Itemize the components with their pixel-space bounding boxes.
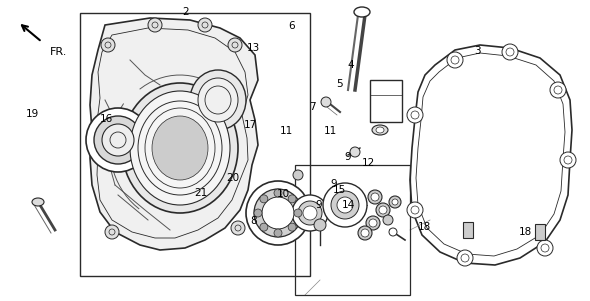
Ellipse shape — [102, 124, 134, 156]
Ellipse shape — [376, 127, 384, 133]
Ellipse shape — [260, 223, 268, 231]
Ellipse shape — [190, 70, 246, 130]
Text: 9: 9 — [315, 200, 322, 210]
Ellipse shape — [122, 83, 238, 213]
Ellipse shape — [198, 78, 238, 122]
Bar — [295, 165, 410, 295]
Ellipse shape — [303, 206, 317, 220]
Ellipse shape — [262, 197, 294, 229]
Ellipse shape — [550, 82, 566, 98]
Text: 18: 18 — [418, 222, 431, 232]
Ellipse shape — [130, 91, 230, 205]
Ellipse shape — [288, 223, 296, 231]
Ellipse shape — [376, 203, 390, 217]
Polygon shape — [90, 18, 258, 250]
Ellipse shape — [502, 44, 518, 60]
Ellipse shape — [228, 38, 242, 52]
Ellipse shape — [101, 38, 115, 52]
Text: 9: 9 — [330, 178, 337, 189]
Ellipse shape — [368, 190, 382, 204]
Ellipse shape — [361, 229, 369, 237]
Text: 13: 13 — [247, 43, 260, 53]
Ellipse shape — [354, 7, 370, 17]
Ellipse shape — [86, 108, 150, 172]
Ellipse shape — [389, 228, 397, 236]
Ellipse shape — [372, 125, 388, 135]
Ellipse shape — [369, 219, 377, 227]
Bar — [370, 80, 402, 122]
Ellipse shape — [358, 226, 372, 240]
Ellipse shape — [537, 240, 553, 256]
Text: 8: 8 — [250, 216, 257, 226]
Ellipse shape — [294, 209, 302, 217]
Text: 10: 10 — [277, 189, 290, 199]
Ellipse shape — [457, 250, 473, 266]
Text: 3: 3 — [474, 46, 481, 56]
Ellipse shape — [366, 216, 380, 230]
Ellipse shape — [407, 107, 423, 123]
Ellipse shape — [407, 202, 423, 218]
Bar — [463, 222, 473, 238]
Ellipse shape — [298, 201, 322, 225]
Ellipse shape — [198, 18, 212, 32]
Text: 18: 18 — [519, 227, 532, 237]
Text: 9: 9 — [345, 151, 352, 162]
Ellipse shape — [260, 195, 268, 203]
Bar — [535, 224, 545, 240]
Ellipse shape — [447, 52, 463, 68]
Ellipse shape — [274, 229, 282, 237]
Polygon shape — [410, 45, 572, 265]
Ellipse shape — [148, 18, 162, 32]
Text: 11: 11 — [324, 126, 337, 136]
Ellipse shape — [560, 152, 576, 168]
Text: 14: 14 — [342, 200, 355, 210]
Ellipse shape — [331, 191, 359, 219]
Text: 16: 16 — [100, 114, 113, 124]
Text: 4: 4 — [348, 60, 355, 70]
Ellipse shape — [392, 199, 398, 205]
Text: 19: 19 — [26, 109, 39, 119]
Text: 2: 2 — [182, 7, 189, 17]
Ellipse shape — [274, 189, 282, 197]
Text: 21: 21 — [194, 188, 207, 198]
Text: 17: 17 — [244, 120, 257, 130]
Ellipse shape — [389, 196, 401, 208]
Ellipse shape — [337, 197, 353, 213]
Ellipse shape — [94, 116, 142, 164]
Text: FR.: FR. — [50, 47, 67, 57]
Ellipse shape — [314, 219, 326, 231]
Ellipse shape — [254, 189, 302, 237]
Ellipse shape — [350, 147, 360, 157]
Bar — [80, 13, 310, 276]
Ellipse shape — [254, 209, 262, 217]
Ellipse shape — [379, 206, 387, 214]
Ellipse shape — [371, 193, 379, 201]
Ellipse shape — [383, 215, 393, 225]
Text: 15: 15 — [333, 185, 346, 195]
Text: 12: 12 — [362, 157, 375, 168]
Ellipse shape — [292, 195, 328, 231]
Text: 11: 11 — [280, 126, 293, 136]
Ellipse shape — [323, 183, 367, 227]
Ellipse shape — [321, 97, 331, 107]
Ellipse shape — [246, 181, 310, 245]
Ellipse shape — [288, 195, 296, 203]
Ellipse shape — [152, 116, 208, 180]
Text: 6: 6 — [289, 20, 296, 31]
Ellipse shape — [293, 170, 303, 180]
Ellipse shape — [231, 221, 245, 235]
Text: 20: 20 — [227, 172, 240, 183]
Text: 7: 7 — [309, 102, 316, 112]
Ellipse shape — [105, 225, 119, 239]
Ellipse shape — [32, 198, 44, 206]
Text: 5: 5 — [336, 79, 343, 89]
